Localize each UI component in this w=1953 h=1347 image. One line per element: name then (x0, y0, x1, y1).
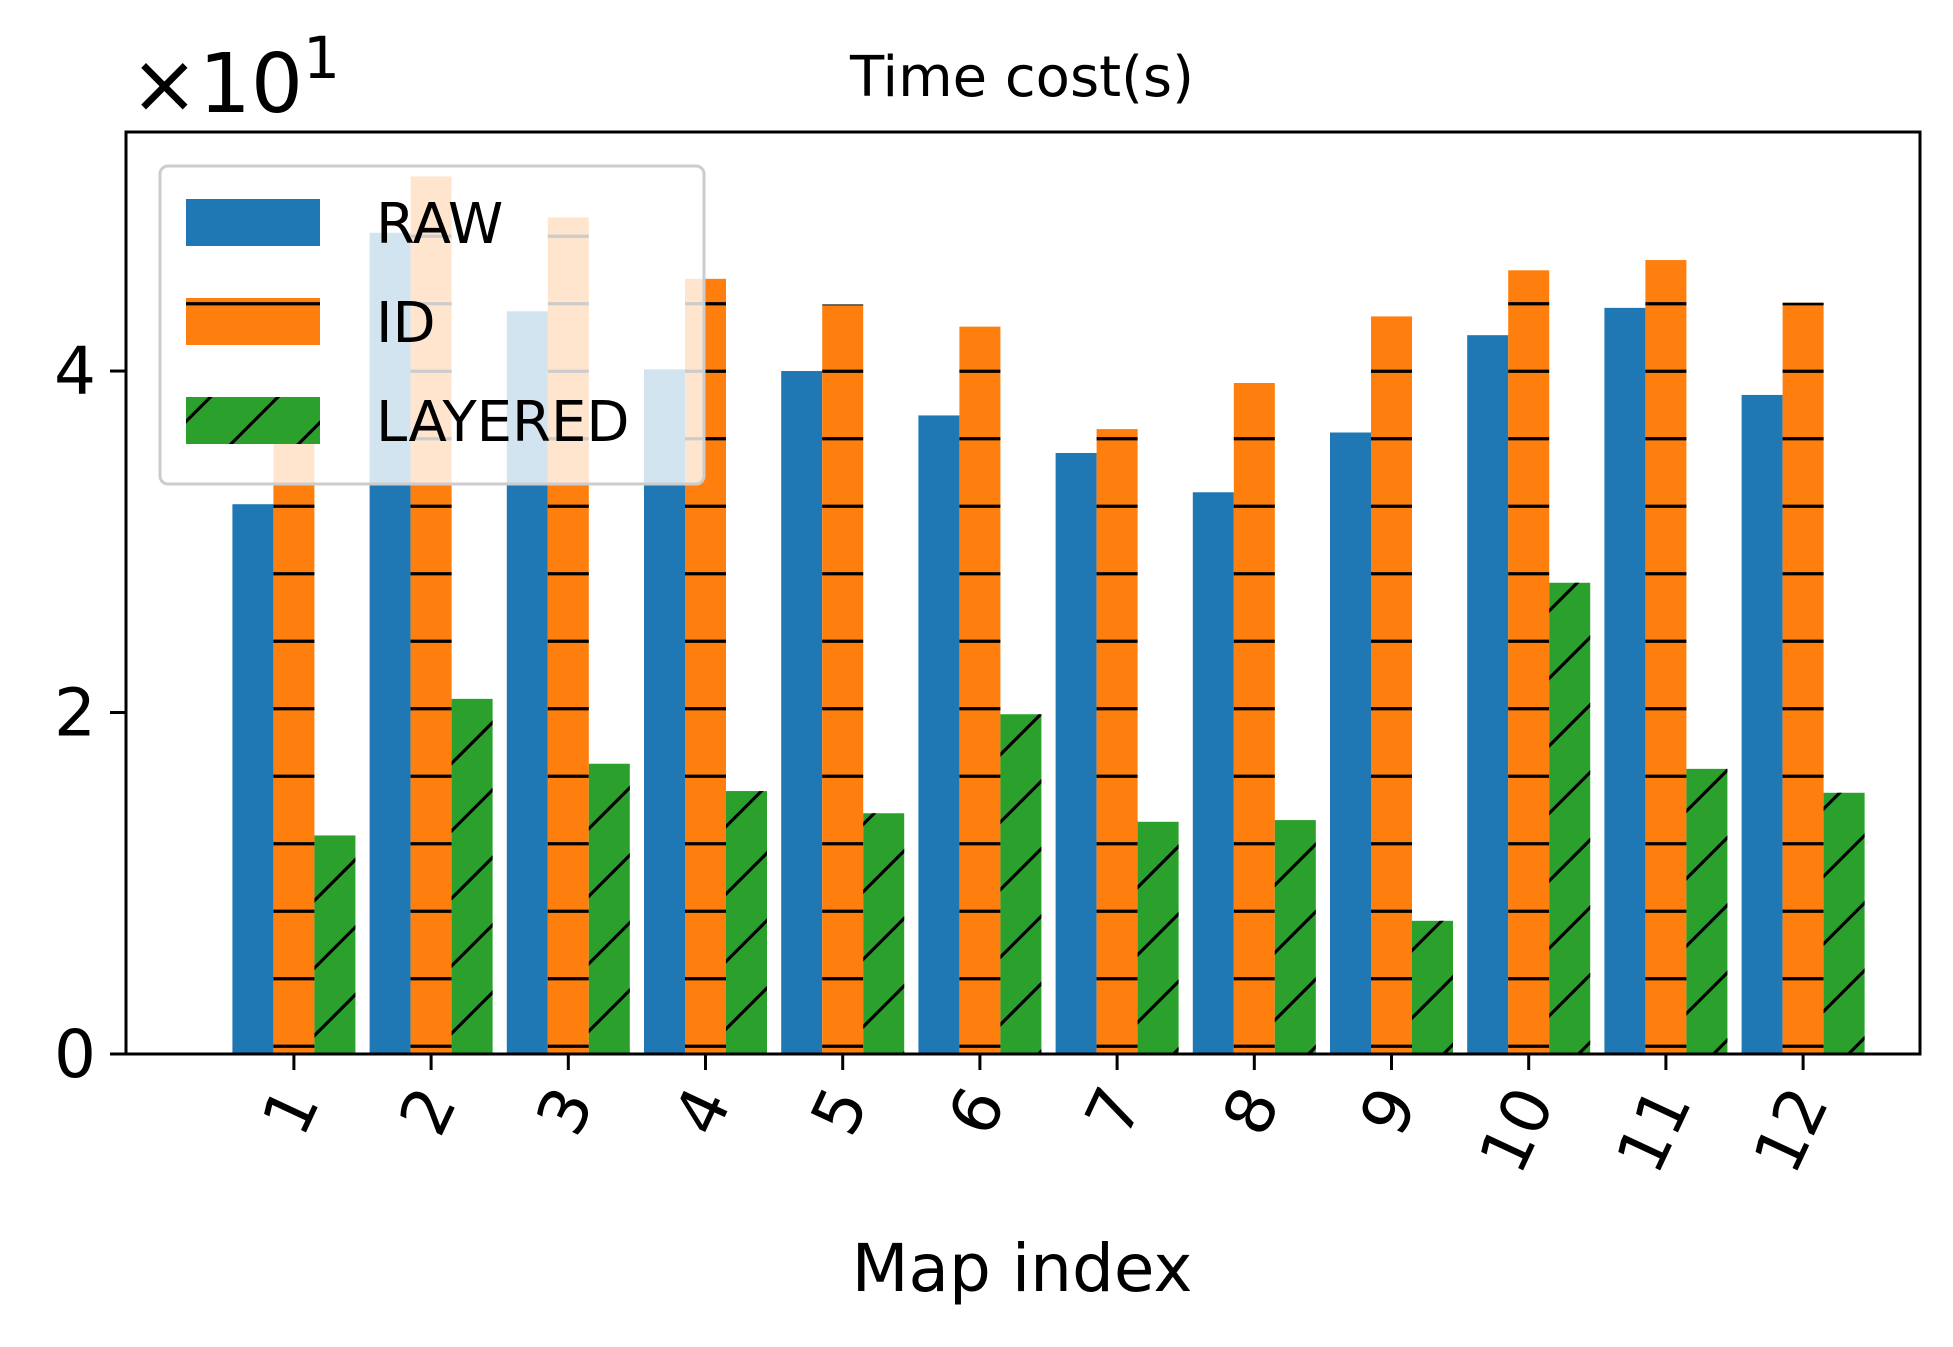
y-scale-exponent: 1 (303, 24, 340, 92)
bar-hatch-id-10 (1508, 270, 1550, 1054)
x-tick-label-5: 5 (796, 1076, 884, 1147)
bar-hatch-layered-12 (1823, 792, 1865, 1054)
bar-hatch-id-9 (1371, 316, 1413, 1054)
bar-hatch-layered-5 (863, 813, 905, 1054)
legend-swatch-id-hatch (186, 298, 320, 345)
bar-raw-8 (1192, 492, 1234, 1055)
bar-hatch-id-5 (822, 304, 864, 1055)
bar-hatch-layered-1 (314, 835, 356, 1054)
y-tick-label-2: 2 (54, 675, 96, 752)
bar-raw-7 (1055, 452, 1097, 1055)
x-tick-label-3: 3 (522, 1076, 610, 1147)
bar-raw-11 (1604, 307, 1646, 1054)
bar-hatch-layered-11 (1686, 768, 1728, 1054)
bars-group (232, 176, 1865, 1055)
bar-raw-5 (781, 371, 823, 1054)
bar-hatch-layered-6 (1000, 714, 1042, 1054)
bar-hatch-layered-9 (1412, 920, 1454, 1054)
y-tick-label-4: 4 (54, 333, 96, 410)
x-tick-label-4: 4 (659, 1076, 747, 1147)
bar-hatch-layered-4 (726, 791, 768, 1054)
legend-swatch-raw (186, 199, 320, 246)
bar-hatch-layered-7 (1137, 821, 1179, 1054)
legend: RAW ID LAYERED (158, 164, 706, 486)
bar-hatch-layered-3 (588, 763, 630, 1054)
legend-swatch-layered-hatch (186, 397, 320, 444)
bar-hatch-id-8 (1233, 382, 1275, 1054)
x-tick-label-8: 8 (1208, 1076, 1296, 1147)
bar-hatch-id-12 (1782, 302, 1824, 1055)
bar-hatch-id-7 (1096, 429, 1138, 1055)
bar-raw-12 (1741, 394, 1783, 1054)
y-scale-base: ×10 (130, 37, 303, 132)
bar-raw-9 (1330, 432, 1372, 1055)
y-scale-label: ×101 (130, 24, 340, 132)
bar-hatch-layered-10 (1549, 582, 1591, 1054)
bar-hatch-id-1 (273, 439, 315, 1054)
x-tick-label-7: 7 (1070, 1076, 1158, 1147)
x-tick-label-9: 9 (1345, 1076, 1433, 1147)
x-tick-label-12: 12 (1739, 1076, 1844, 1185)
bar-raw-10 (1467, 335, 1509, 1054)
x-axis: 1 2 3 4 5 6 7 8 9 10 11 12 (247, 1054, 1844, 1185)
legend-label-raw: RAW (376, 192, 503, 257)
chart-title: Time cost(s) (849, 45, 1194, 110)
plot-frame (124, 130, 1922, 1056)
x-tick-label-10: 10 (1464, 1076, 1569, 1185)
legend-label-layered: LAYERED (376, 390, 629, 455)
legend-label-id: ID (376, 291, 436, 356)
bar-hatch-id-6 (959, 326, 1001, 1055)
bar-raw-6 (918, 415, 960, 1054)
x-tick-label-2: 2 (384, 1076, 472, 1147)
x-tick-label-6: 6 (933, 1076, 1021, 1147)
y-axis: 0 2 4 (54, 333, 126, 1093)
x-tick-label-1: 1 (247, 1076, 335, 1147)
bar-raw-1 (232, 504, 274, 1054)
x-tick-label-11: 11 (1601, 1076, 1706, 1185)
x-axis-label: Map index (852, 1230, 1193, 1307)
bar-hatch-layered-8 (1274, 820, 1316, 1054)
bar-hatch-layered-2 (451, 698, 493, 1054)
bar-hatch-id-11 (1645, 260, 1687, 1054)
y-tick-label-0: 0 (54, 1016, 96, 1093)
